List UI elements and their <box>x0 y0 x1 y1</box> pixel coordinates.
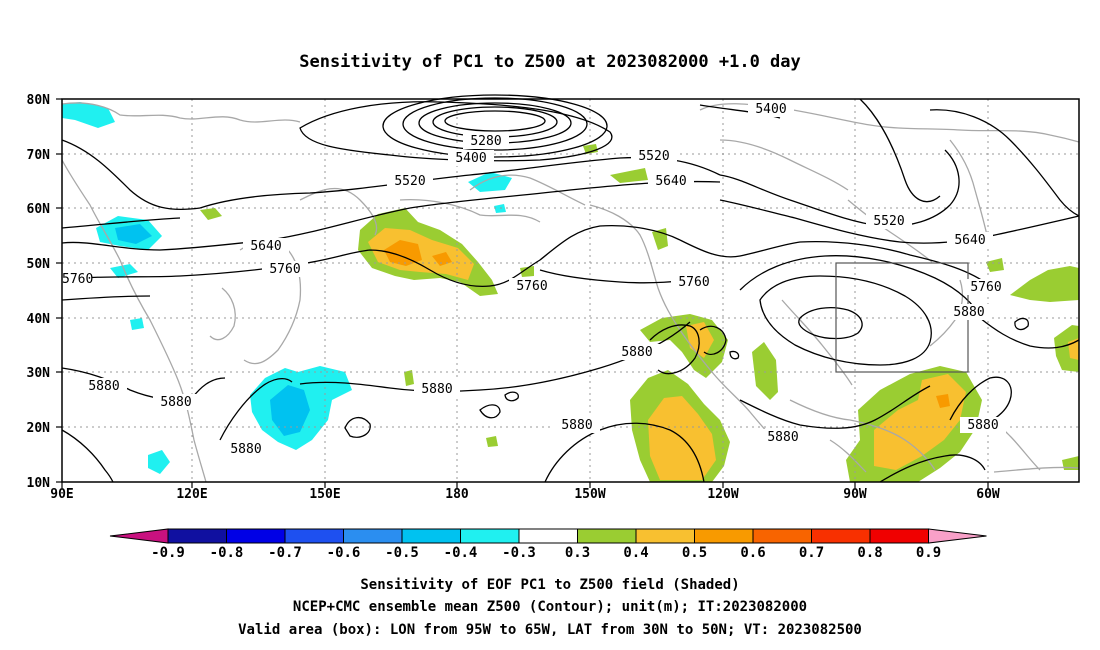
lat-label: 40N <box>27 312 51 327</box>
colorbar-labels: -0.9 -0.8 -0.7 -0.6 -0.5 -0.4 -0.3 0.3 0.4 0.5 0.6… <box>151 545 941 561</box>
contour-label: 5880 <box>421 382 452 397</box>
contour-label: 5880 <box>88 379 119 394</box>
contour-label: 5880 <box>767 430 798 445</box>
colorbar-segment <box>284 528 344 544</box>
contour-label: 5280 <box>470 134 501 149</box>
lat-label: 30N <box>27 366 51 381</box>
colorbar-segment <box>518 528 578 544</box>
colorbar-segment <box>811 528 871 544</box>
colorbar-arrow-high <box>928 528 987 544</box>
colorbar-segment <box>343 528 403 544</box>
contour-label: 5880 <box>230 442 261 457</box>
contour-label: 5640 <box>655 174 686 189</box>
lat-label: 80N <box>27 93 51 108</box>
lat-label: 60N <box>27 202 51 217</box>
colorbar-tick-label: 0.3 <box>565 545 590 561</box>
lat-label: 20N <box>27 421 51 436</box>
contour-label: 5760 <box>678 275 709 290</box>
colorbar-tick-label: -0.9 <box>151 545 185 561</box>
caption-line-1: Sensitivity of EOF PC1 to Z500 field (Sh… <box>360 577 739 593</box>
colorbar-segment <box>577 528 637 544</box>
contour-label: 5880 <box>953 305 984 320</box>
shade-negative <box>130 318 144 330</box>
colorbar-tick-label: 0.5 <box>682 545 707 561</box>
contour-label: 5520 <box>638 149 669 164</box>
lon-label: 60W <box>976 487 1000 502</box>
colorbar-segment <box>869 528 929 544</box>
shade-positive <box>368 228 474 280</box>
contour-label: 5880 <box>621 345 652 360</box>
colorbar-tick-label: -0.4 <box>444 545 478 561</box>
contour-labels: 5400 5280 5400 5520 5520 5640 5640 5520 … <box>62 101 1009 457</box>
colorbar-tick-label: 0.7 <box>799 545 824 561</box>
shade-positive <box>1062 456 1079 470</box>
shade-positive <box>404 370 414 386</box>
shade-positive <box>200 208 222 220</box>
contour-label: 5880 <box>561 418 592 433</box>
colorbar-tick-label: 0.6 <box>740 545 765 561</box>
longitude-labels: 90E 120E 150E 180 150W 120W 90W 60W <box>50 487 1000 502</box>
latitude-labels: 80N 70N 60N 50N 40N 30N 20N 10N <box>27 93 51 491</box>
contour-label: 5760 <box>970 280 1001 295</box>
contour-label: 5520 <box>873 214 904 229</box>
contour-label: 5400 <box>455 151 486 166</box>
shade-negative <box>115 224 152 244</box>
contour-label: 5760 <box>516 279 547 294</box>
shade-positive <box>752 342 778 400</box>
colorbar <box>109 528 987 544</box>
shade-negative <box>148 450 170 474</box>
figure-title: Sensitivity of PC1 to Z500 at 2023082000… <box>299 52 801 72</box>
shade-positive <box>986 258 1004 272</box>
caption-line-2: NCEP+CMC ensemble mean Z500 (Contour); u… <box>293 599 807 615</box>
lat-label: 10N <box>27 476 51 491</box>
shade-positive <box>1010 266 1079 302</box>
colorbar-tick-label: -0.8 <box>210 545 244 561</box>
lat-label: 50N <box>27 257 51 272</box>
colorbar-segment <box>694 528 754 544</box>
caption-line-3: Valid area (box): LON from 95W to 65W, L… <box>238 622 862 638</box>
contour-label: 5400 <box>755 102 786 117</box>
contour-label: 5640 <box>954 233 985 248</box>
shade-positive <box>384 240 422 266</box>
shade-positive <box>520 266 534 277</box>
lon-label: 150W <box>574 487 605 502</box>
colorbar-tick-label: -0.7 <box>268 545 302 561</box>
colorbar-segment <box>460 528 520 544</box>
colorbar-tick-label: -0.5 <box>385 545 419 561</box>
colorbar-tick-label: 0.4 <box>623 545 648 561</box>
colorbar-tick-label: 0.9 <box>916 545 941 561</box>
lon-label: 90E <box>50 487 73 502</box>
colorbar-segment <box>226 528 286 544</box>
lat-label: 70N <box>27 148 51 163</box>
shade-negative <box>62 102 115 128</box>
colorbar-segment <box>752 528 812 544</box>
map-frame <box>61 98 1080 483</box>
colorbar-arrow-low <box>109 528 169 544</box>
colorbar-tick-label: -0.3 <box>502 545 536 561</box>
shade-positive <box>610 168 648 183</box>
shade-positive <box>936 394 950 408</box>
lon-label: 90W <box>843 487 867 502</box>
lon-label: 120E <box>176 487 207 502</box>
contour-label: 5520 <box>394 174 425 189</box>
shade-negative <box>468 172 512 192</box>
contour-label: 5760 <box>269 262 300 277</box>
axis-ticks <box>56 98 989 488</box>
contour-label: 5760 <box>62 272 93 287</box>
contour-label: 5880 <box>160 395 191 410</box>
colorbar-tick-label: 0.8 <box>857 545 882 561</box>
colorbar-segment <box>167 528 227 544</box>
contour-label: 5640 <box>250 239 281 254</box>
shade-positive <box>1054 325 1079 372</box>
shade-negative <box>270 385 310 436</box>
colorbar-tick-label: -0.6 <box>327 545 361 561</box>
shade-positive <box>486 436 498 447</box>
lon-label: 150E <box>309 487 340 502</box>
colorbar-segment <box>635 528 695 544</box>
lon-label: 180 <box>445 487 469 502</box>
lon-label: 120W <box>707 487 738 502</box>
colorbar-segment <box>401 528 461 544</box>
contour-label: 5880 <box>967 418 998 433</box>
